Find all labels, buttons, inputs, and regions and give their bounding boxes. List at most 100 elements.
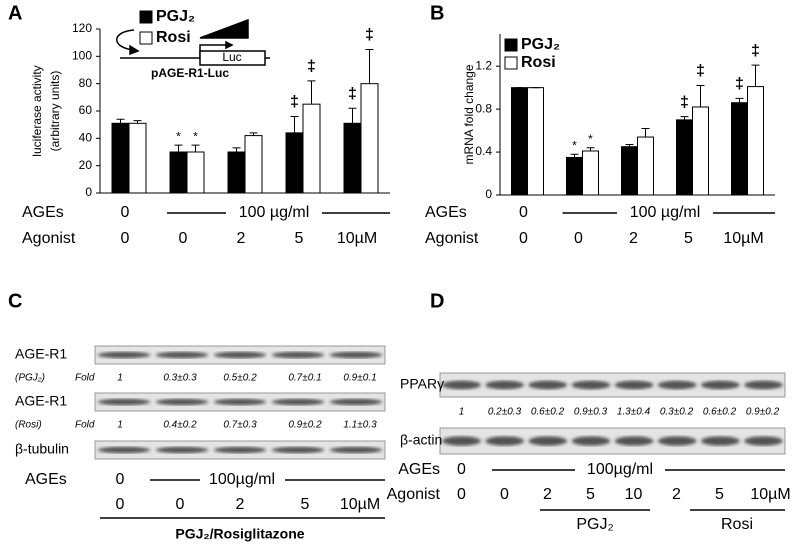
x-tick-label: 5 [295,230,304,247]
blot-band [155,446,209,454]
row-label: Agonist [22,230,76,247]
blot-band [700,380,740,390]
dose-wedge [199,18,249,39]
row-label: AGEs [25,471,67,488]
bar [731,102,748,196]
ages-dose: 100µg/ml [209,471,275,488]
blot-band [329,446,383,454]
row-label: AGEs [22,204,64,221]
bar [527,87,544,196]
bar [227,151,246,194]
agonist-label: 2 [672,486,681,503]
agonist-label: 10µM [750,486,790,503]
bar [128,122,147,194]
error-bar [625,144,634,147]
blot-band [744,436,783,446]
bar [676,119,693,196]
blot-band [213,398,267,406]
error-bar [290,115,299,133]
ages-dose: 100 µg/ml [239,204,310,221]
arrowhead [225,40,234,50]
blot-label: AGE-R1 [15,393,67,409]
bar [582,150,599,196]
fold-label: Fold [75,373,95,384]
blot-band [657,380,697,390]
row-label: AGEs [425,204,467,221]
fold-value: 0.9±0.1 [343,373,376,384]
y-tick-label: 0.8 [475,101,492,115]
ages-dose: 100 µg/ml [630,204,701,221]
legend-swatch [504,56,518,70]
y-tick-label: 120 [72,21,92,35]
agonist-label: 5 [301,496,310,513]
blot-label: AGE-R1 [15,346,67,362]
legend-label: PGJ₂ [156,8,195,25]
blot-band [97,351,151,359]
error-bar [191,144,200,152]
agonist-label: 0 [457,486,466,503]
fold-value: 0.9±0.2 [746,407,780,418]
error-bar [696,85,705,107]
error-bar [116,118,125,124]
legend-label: Rosi [521,54,556,71]
group-label: Rosi [721,516,753,533]
panel-label: C [8,290,22,312]
blot-band [657,436,697,446]
significance-marker: ‡ [751,42,760,59]
blot-band [485,380,525,390]
bar [511,87,528,196]
significance-marker: * [572,138,577,152]
significance-marker: ‡ [348,85,357,102]
significance-marker: ‡ [365,27,374,44]
agonist-label: 0 [500,486,509,503]
x-tick-label: 2 [629,230,638,247]
agonist-label: 2 [543,486,552,503]
construct-diagram [116,18,270,66]
blot-band [271,398,325,406]
blot-band [571,380,611,390]
blot-band [97,446,151,454]
blot-band [213,446,267,454]
fold-value: 0.7±0.3 [223,420,257,431]
fold-value: 0.3±0.2 [660,407,694,418]
blot-band [485,436,525,446]
significance-marker: ‡ [680,94,689,111]
agonist-label: 10µM [340,496,380,513]
blot-band [614,436,654,446]
error-bar [348,107,357,124]
bar [111,122,130,194]
significance-marker: ‡ [696,63,705,80]
blot-band [155,351,209,359]
fold-value: 1.1±0.3 [343,420,377,431]
blot-band [744,380,783,390]
bar [302,103,321,194]
ages-dose: 100µg/ml [587,461,653,478]
significance-marker: ‡ [307,58,316,75]
legend-label: Rosi [156,29,191,46]
fold-value: 1 [117,420,123,431]
blot-band [329,351,383,359]
bar [360,83,379,194]
fold-value: 0.2±0.3 [488,407,522,418]
fold-value: 0.4±0.2 [163,420,197,431]
legend-swatch [139,10,153,24]
y-tick-label: 80 [79,76,93,90]
x-tick-label: 10µM [723,230,763,247]
bar [566,156,583,196]
significance-marker: * [176,129,181,143]
fold-value: 0.9±0.2 [288,420,322,431]
blot-band [271,446,325,454]
x-tick-label: 0 [121,230,130,247]
arrowhead [129,44,140,56]
bar [169,151,188,194]
fold-value: 0.9±0.3 [574,407,608,418]
y-tick-label: 0.4 [475,144,492,158]
blot-band [614,380,654,390]
y-tick-label: 40 [79,131,93,145]
blot-band [442,436,481,446]
x-tick-label: 2 [237,230,246,247]
y-tick-label: 1.2 [475,58,492,72]
blot-label: β-tubulin [15,441,69,457]
bar [186,151,205,194]
error-bar [133,120,142,124]
